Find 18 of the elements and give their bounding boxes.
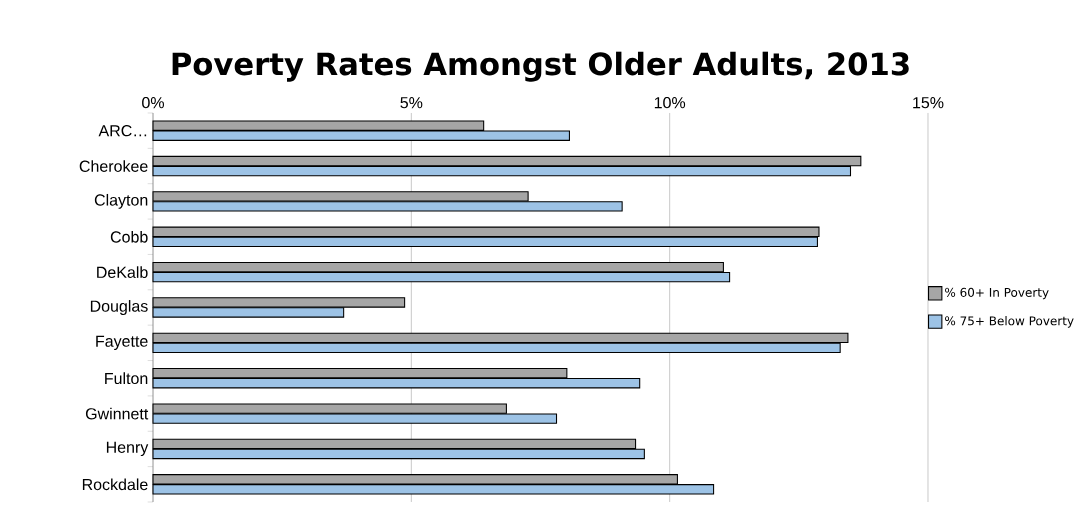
y-tick-label: Fayette [96,335,148,351]
y-tick-label: Cobb [110,230,148,243]
x-tick-label: 10% [654,96,686,109]
y-tick-label: ARC… [98,125,147,137]
y-tick-label: Gwinnett [85,407,149,420]
y-tick-label: Clayton [94,193,148,209]
y-tick-label: DeKalb [97,266,148,278]
x-tick-label: 5% [400,97,423,109]
x-tick-label: 15% [913,97,944,109]
y-tick-label: Rockdale [82,478,148,491]
legend-label: % 60+ In Poverty [945,287,1049,300]
y-tick-label: Henry [106,441,149,457]
legend-label: % 75+ Below Poverty [945,316,1074,328]
y-tick-label: Douglas [90,300,148,315]
y-tick-label: Cherokee [79,160,148,172]
chart-title: Poverty Rates Amongst Older Adults, 2013 [172,51,909,82]
x-tick-label: 0% [142,96,164,109]
y-tick-label: Fulton [105,372,148,385]
